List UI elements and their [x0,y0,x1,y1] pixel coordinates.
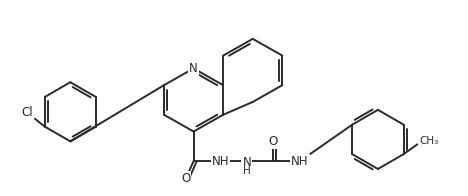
Text: Cl: Cl [21,106,33,119]
Text: O: O [269,135,278,148]
Text: N: N [189,62,198,75]
Text: CH₃: CH₃ [419,136,439,146]
Text: H: H [243,166,251,176]
Text: N: N [242,156,251,169]
Text: O: O [181,172,190,185]
Text: NH: NH [212,155,229,168]
Text: NH: NH [291,155,309,168]
